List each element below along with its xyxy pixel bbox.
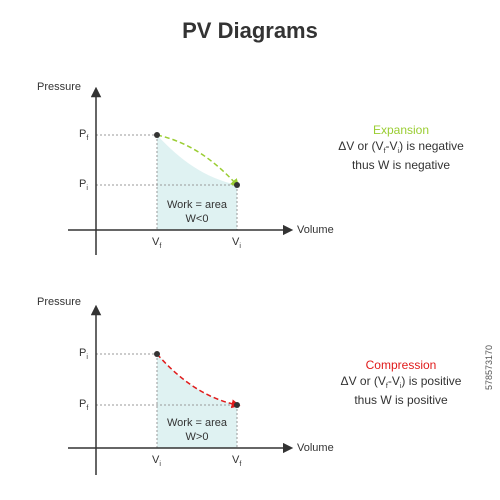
y-tick-label: Pi — [79, 178, 88, 192]
x-tick-label: Vi — [232, 236, 241, 250]
x-tick-label: Vi — [152, 454, 161, 468]
y-tick-label: Pf — [79, 398, 89, 412]
y-tick-label: Pi — [79, 347, 88, 361]
expansion-heading: Expansion — [372, 123, 430, 137]
y-axis-label: Pressure — [37, 296, 82, 308]
y-axis-label: Pressure — [37, 81, 82, 93]
state-point — [234, 182, 240, 188]
compression-diagram — [68, 304, 294, 475]
compression-heading: Compression — [365, 358, 437, 372]
state-point — [154, 132, 160, 138]
work-area-1 — [157, 135, 237, 230]
compression-description: Compression ΔV or (Vf-Vi) is positive th… — [316, 357, 486, 408]
expansion-curve — [156, 134, 240, 188]
work-area-2 — [157, 354, 237, 448]
expansion-description: Expansion ΔV or (Vf-Vi) is negative thus… — [316, 122, 486, 173]
x-tick-label: Vf — [152, 236, 162, 250]
y-tick-label: Pf — [79, 128, 89, 142]
work-label: Work = area W>0 — [166, 417, 228, 443]
page-title: PV Diagrams — [182, 18, 318, 43]
state-point — [234, 402, 240, 408]
compression-curve — [156, 353, 241, 409]
expansion-diagram — [68, 86, 294, 255]
stock-id: 578573170 — [484, 344, 494, 390]
state-point — [154, 351, 160, 357]
work-label: Work = area W<0 — [166, 199, 228, 225]
x-tick-label: Vf — [232, 454, 242, 468]
x-axis-label: Volume — [297, 224, 334, 236]
x-axis-label: Volume — [297, 442, 334, 454]
